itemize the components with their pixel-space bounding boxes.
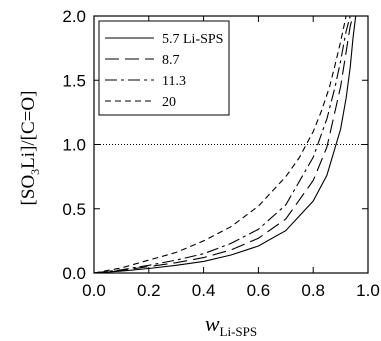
series-group xyxy=(93,15,357,274)
x-axis-title-sub: Li-SPS xyxy=(220,324,258,339)
tick-labels: 0.0 0.2 0.4 0.6 0.8 1.0 0.0 0.5 1.0 1.5 2.0 xyxy=(62,7,379,300)
x-axis-title-main: w xyxy=(205,311,220,336)
y-tick-label: 1.5 xyxy=(62,71,86,90)
y-axis-title-subscript: 3 xyxy=(28,169,42,175)
legend: 5.7 Li-SPS 8.7 11.3 20 xyxy=(98,20,230,116)
legend-label-1: 5.7 Li-SPS xyxy=(162,32,223,47)
x-tick-label: 1.0 xyxy=(356,281,380,300)
x-axis-title: wLi-SPS xyxy=(205,311,257,339)
y-tick-label: 0.0 xyxy=(62,264,86,283)
x-tick-label: 0.4 xyxy=(192,281,216,300)
legend-label-2: 8.7 xyxy=(162,53,180,68)
y-axis-title-part-1: [SO xyxy=(18,175,39,206)
y-tick-label: 0.5 xyxy=(62,200,86,219)
x-tick-label: 0.8 xyxy=(301,281,325,300)
y-axis-title-part-2: Li]/[C=O] xyxy=(18,91,39,169)
series-line-1 xyxy=(93,15,357,274)
ticks xyxy=(93,15,369,274)
y-tick-label: 2.0 xyxy=(62,7,86,26)
legend-box xyxy=(98,20,230,116)
series-line-2 xyxy=(93,15,354,274)
x-tick-label: 0.6 xyxy=(247,281,271,300)
legend-label-4: 20 xyxy=(162,95,176,110)
x-tick-label: 0.0 xyxy=(82,281,106,300)
x-tick-label: 0.2 xyxy=(137,281,161,300)
series-line-4 xyxy=(93,15,347,274)
y-tick-label: 1.0 xyxy=(62,136,86,155)
legend-label-3: 11.3 xyxy=(162,74,186,89)
y-axis-title: [SO3Li]/[C=O] xyxy=(18,91,42,206)
series-line-3 xyxy=(93,15,351,274)
